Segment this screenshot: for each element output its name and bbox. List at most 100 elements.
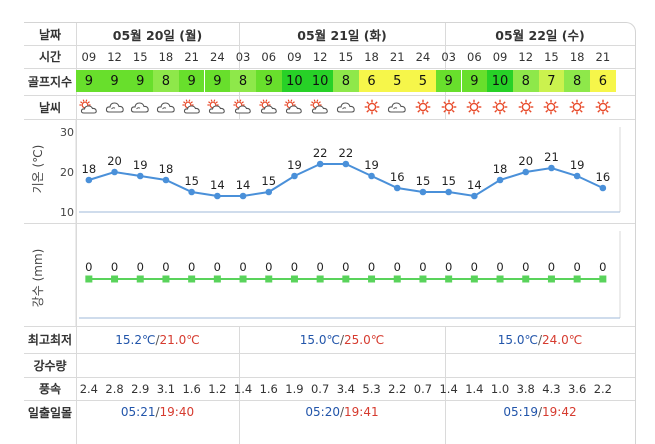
temp-data-label: 20 bbox=[518, 154, 533, 168]
row-divider bbox=[24, 326, 635, 327]
time-cell: 15 bbox=[132, 49, 148, 64]
sun-separator: / bbox=[537, 405, 543, 419]
golf-index-cell: 10 bbox=[307, 70, 333, 92]
sun-separator: / bbox=[339, 405, 345, 419]
temp-axis-label: 기온 (℃) bbox=[31, 145, 45, 194]
min-temp: 15.0℃ bbox=[497, 332, 538, 347]
golf-index-cell: 5 bbox=[384, 70, 411, 92]
wind-cell: 3.6 bbox=[567, 381, 587, 396]
day-date: 05월 22일 (수) bbox=[495, 27, 585, 43]
sunset-time: 19:42 bbox=[542, 405, 577, 419]
temp-point bbox=[599, 184, 607, 192]
golf-index-cell: 10 bbox=[281, 70, 308, 92]
wind-cell: 2.9 bbox=[131, 381, 150, 396]
temp-point bbox=[136, 172, 144, 180]
partly-cloudy-icon bbox=[179, 95, 205, 119]
time-cell: 09 bbox=[81, 49, 97, 64]
temp-point bbox=[265, 188, 273, 196]
row-divider bbox=[24, 353, 635, 354]
rain-data-label: 0 bbox=[265, 260, 272, 274]
time-cell: 06 bbox=[467, 49, 482, 64]
wind-cell: 3.1 bbox=[156, 381, 176, 396]
time-cell: 03 bbox=[235, 49, 251, 64]
day-sun-times: 05:19/19:42 bbox=[445, 400, 635, 424]
row-divider bbox=[24, 377, 635, 378]
cloudy-icon bbox=[127, 95, 153, 119]
day-sun-times: 05:21/19:40 bbox=[76, 400, 239, 424]
rain-data-label: 0 bbox=[111, 260, 118, 274]
partly-cloudy-icon bbox=[230, 95, 256, 119]
temp-point bbox=[393, 184, 401, 192]
wind-cell: 5.3 bbox=[362, 381, 381, 396]
rain-data-label: 0 bbox=[471, 260, 478, 274]
temp-y-tick: 30 bbox=[60, 126, 74, 139]
min-temp: 15.0℃ bbox=[299, 332, 340, 347]
min-temp: 15.2℃ bbox=[115, 332, 156, 347]
rain-data-label: 0 bbox=[162, 260, 169, 274]
temp-point bbox=[419, 188, 427, 196]
rain-data-label: 0 bbox=[188, 260, 195, 274]
temperature-chart: 기온 (℃) 10 20 30 18 20 19 18 15 14 14 15 19 22 22 19 16… bbox=[31, 119, 621, 223]
rain-data-label: 0 bbox=[445, 260, 452, 274]
rain-point bbox=[522, 275, 530, 283]
sunrise-time: 05:21 bbox=[120, 405, 156, 419]
rain-amount-row-label: 강수량 bbox=[33, 358, 67, 373]
temp-data-label: 18 bbox=[159, 162, 174, 176]
weather-forecast-table: 날짜 시간 골프지수 날씨 최고최저 강수량 풍속 일출일몰 05월 20일 (… bbox=[24, 22, 636, 444]
golf-index-cell: 7 bbox=[538, 70, 565, 92]
rain-point bbox=[393, 275, 401, 283]
golf-index-cell: 8 bbox=[230, 70, 256, 92]
temp-data-label: 22 bbox=[313, 146, 328, 160]
temp-data-label: 18 bbox=[82, 162, 97, 176]
day-divider bbox=[445, 326, 446, 444]
rain-point bbox=[470, 275, 478, 283]
wind-cell: 1.4 bbox=[465, 381, 484, 396]
temp-point bbox=[522, 168, 530, 176]
sun-icon bbox=[410, 95, 436, 119]
time-cell: 15 bbox=[544, 49, 559, 64]
max-temp: 24.0℃ bbox=[542, 332, 583, 347]
minmax-separator: / bbox=[155, 332, 160, 347]
sun-icon bbox=[487, 95, 513, 119]
rain-data-label: 0 bbox=[85, 260, 92, 274]
max-temp: 21.0℃ bbox=[159, 332, 200, 347]
time-cell: 21 bbox=[389, 49, 405, 64]
wind-cell: 1.2 bbox=[208, 381, 227, 396]
rain-point bbox=[445, 275, 453, 283]
date-row-label: 날짜 bbox=[38, 27, 62, 42]
golf-index-cell: 9 bbox=[127, 70, 154, 92]
time-cell: 18 bbox=[569, 49, 585, 64]
temp-point bbox=[471, 192, 478, 200]
wind-cell: 1.0 bbox=[490, 381, 510, 396]
sun-icon bbox=[513, 95, 539, 119]
time-cell: 03 bbox=[441, 49, 456, 64]
temp-point bbox=[85, 176, 93, 184]
time-cell: 21 bbox=[184, 49, 199, 64]
temp-point bbox=[162, 176, 170, 184]
cloudy-icon bbox=[153, 95, 179, 119]
temp-point bbox=[316, 160, 324, 168]
rain-data-label: 0 bbox=[291, 260, 298, 274]
temp-data-label: 15 bbox=[184, 174, 199, 188]
row-divider bbox=[24, 119, 635, 120]
wind-cell: 2.2 bbox=[593, 381, 612, 396]
sun-icon bbox=[359, 95, 385, 119]
golf-index-cell: 9 bbox=[76, 70, 102, 92]
golf-index-cell: 8 bbox=[153, 70, 179, 92]
rain-point bbox=[213, 275, 221, 283]
sunrise-time: 05:19 bbox=[503, 405, 538, 419]
rain-data-label: 0 bbox=[548, 260, 555, 274]
wind-cell: 1.4 bbox=[233, 381, 253, 396]
cloudy-icon bbox=[333, 95, 359, 119]
golf-index-cell: 9 bbox=[204, 70, 231, 92]
cloudy-icon bbox=[102, 95, 128, 119]
golf-index-cell: 9 bbox=[255, 70, 282, 92]
golf-index-row-label: 골프지수 bbox=[27, 75, 73, 89]
max-temp: 25.0℃ bbox=[344, 332, 385, 347]
sunset-time: 19:40 bbox=[159, 405, 195, 419]
temp-point bbox=[496, 176, 504, 184]
minmax-row-label: 최고최저 bbox=[27, 333, 73, 347]
row-divider bbox=[24, 95, 635, 96]
rain-data-label: 0 bbox=[316, 260, 323, 274]
minmax-separator: / bbox=[537, 332, 543, 347]
